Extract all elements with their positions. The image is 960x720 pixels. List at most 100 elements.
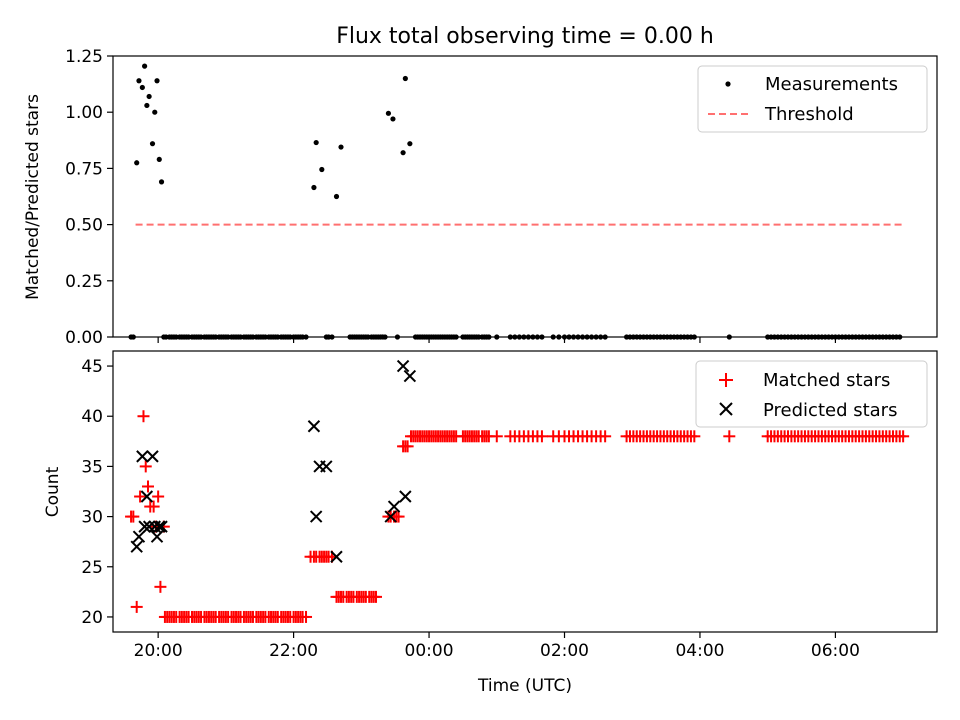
matched-point (130, 600, 143, 613)
predicted-point (142, 520, 156, 533)
matched-point (139, 460, 152, 473)
predicted-point (132, 530, 146, 543)
predicted-point (136, 450, 149, 463)
predicted-point (387, 500, 401, 513)
predicted-point (140, 490, 154, 503)
series-matched-stars (125, 410, 910, 623)
x-tick-label: 02:00 (540, 641, 589, 661)
measurement-point (152, 109, 158, 115)
measurement-point (402, 75, 408, 82)
x-tick-label: 20:00 (134, 641, 183, 661)
bottom-x-axis: 20:00 22:00 00:00 02:00 04:00 06:00 (134, 632, 860, 661)
top-x-axis (157, 337, 837, 343)
measurement-point (385, 110, 392, 116)
y-tick-label: 25 (81, 558, 103, 578)
top-y-axis: 0.00 0.25 0.50 0.75 1.00 1.25 (65, 47, 113, 348)
predicted-point (399, 490, 412, 503)
legend-threshold-label: Threshold (764, 104, 854, 125)
x-tick-label: 00:00 (405, 641, 454, 661)
bottom-legend-box (695, 360, 928, 428)
matched-point (141, 480, 154, 493)
bottom-x-axis-label: Time (UTC) (477, 676, 572, 696)
predicted-point (309, 510, 323, 523)
predicted-point (396, 359, 410, 373)
matched-point (535, 430, 548, 443)
matched-point (300, 610, 313, 623)
y-tick-label: 20 (81, 608, 103, 628)
top-legend: Measurements Threshold (697, 65, 928, 133)
matched-point (134, 490, 147, 503)
measurement-point (156, 156, 162, 163)
matched-point (154, 580, 167, 593)
measurement-point (333, 193, 340, 200)
matched-point (147, 500, 160, 513)
bottom-legend: Matched stars Predicted stars (695, 360, 928, 428)
predicted-point (153, 520, 166, 533)
measurement-point (390, 116, 396, 122)
legend-measurements-marker (725, 81, 731, 87)
measurement-point (136, 78, 142, 84)
measurement-point (311, 184, 317, 191)
y-tick-label: 30 (81, 508, 103, 528)
measurement-point (154, 78, 160, 84)
matched-point (723, 430, 736, 443)
legend-matched-marker (719, 373, 733, 387)
predicted-point (307, 420, 321, 433)
y-tick-label: 35 (81, 457, 103, 477)
matched-point (127, 510, 140, 523)
y-tick-label: 0.25 (65, 272, 103, 292)
measurement-point (139, 84, 145, 91)
top-legend-box (697, 65, 928, 133)
legend-matched-label: Matched stars (763, 370, 890, 391)
predicted-point (320, 460, 333, 473)
matched-point (370, 590, 383, 603)
predicted-point (384, 510, 397, 523)
matched-point (401, 440, 414, 453)
top-axes-frame (112, 55, 938, 338)
matched-point (490, 430, 503, 443)
measurement-point (142, 63, 148, 69)
y-tick-label: 45 (81, 357, 103, 377)
matched-point (897, 430, 910, 443)
measurement-point (319, 166, 325, 173)
bottom-y-axis: 20 25 30 35 40 45 (81, 357, 113, 628)
legend-predicted-marker (719, 402, 733, 416)
x-tick-label: 22:00 (269, 641, 318, 661)
measurement-point (134, 160, 140, 166)
measurement-point (149, 141, 156, 147)
matched-point (392, 510, 405, 523)
y-tick-label: 0.00 (65, 328, 103, 348)
top-y-axis-label: Matched/Predicted stars (23, 94, 43, 300)
x-tick-label: 04:00 (675, 641, 724, 661)
x-tick-label: 06:00 (811, 641, 860, 661)
measurement-point (144, 102, 150, 109)
predicted-point (138, 520, 151, 533)
legend-predicted-label: Predicted stars (763, 400, 897, 421)
bottom-panel: 20:00 22:00 00:00 02:00 04:00 06:00 20 25 30 35 4… (43, 350, 938, 696)
predicted-point (155, 520, 168, 533)
bottom-y-axis-label: Count (43, 466, 63, 517)
bottom-plot-area (125, 359, 910, 623)
measurement-point (146, 93, 152, 100)
measurement-point (313, 139, 319, 146)
legend-measurements-label: Measurements (765, 74, 898, 95)
matched-point (599, 430, 612, 443)
y-tick-label: 40 (81, 407, 103, 427)
predicted-point (130, 540, 143, 553)
y-tick-label: 0.50 (65, 216, 103, 236)
series-predicted-stars (130, 359, 417, 563)
top-panel: 0.00 0.25 0.50 0.75 1.00 1.25 Matched/Predict… (23, 47, 938, 348)
matched-point (688, 430, 701, 443)
predicted-point (150, 530, 164, 543)
predicted-point (146, 450, 159, 463)
y-tick-label: 0.75 (65, 159, 103, 179)
measurement-point (158, 179, 165, 185)
predicted-point (330, 550, 343, 563)
measurement-point (407, 141, 413, 147)
matched-point (152, 490, 165, 503)
bottom-axes-frame (112, 350, 938, 633)
y-tick-label: 1.25 (65, 47, 103, 67)
y-tick-label: 1.00 (65, 103, 103, 123)
predicted-point (403, 369, 417, 383)
